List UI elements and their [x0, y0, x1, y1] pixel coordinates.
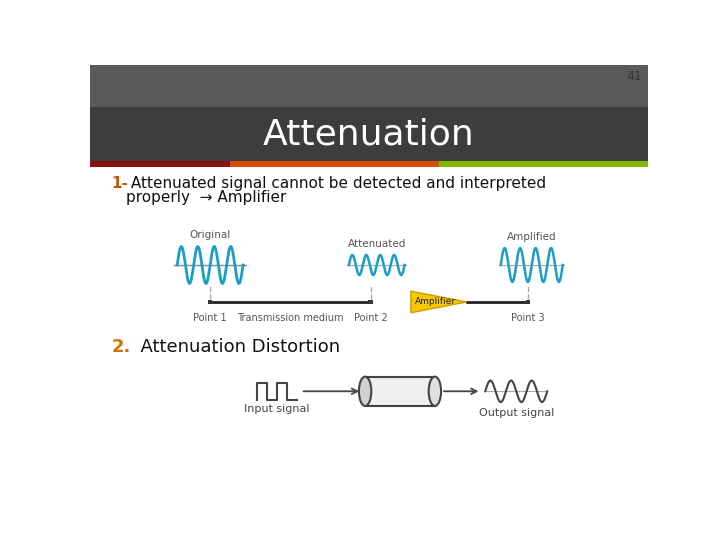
Text: Point 1: Point 1 — [193, 313, 227, 323]
Text: Amplified: Amplified — [507, 232, 557, 242]
Text: Point 3: Point 3 — [511, 313, 545, 323]
Text: Original: Original — [189, 231, 230, 240]
Text: Transmission medium: Transmission medium — [237, 313, 343, 323]
Bar — [208, 300, 212, 304]
Bar — [365, 377, 435, 406]
Text: Attenuated: Attenuated — [348, 239, 406, 249]
Bar — [90, 65, 648, 107]
Polygon shape — [411, 291, 467, 313]
Text: 1-: 1- — [112, 177, 129, 192]
Text: Attenuation: Attenuation — [263, 117, 475, 151]
Bar — [90, 161, 230, 167]
Bar — [230, 161, 438, 167]
Text: Output signal: Output signal — [479, 408, 554, 418]
Bar — [368, 300, 373, 304]
Text: properly  → Amplifier: properly → Amplifier — [126, 190, 286, 205]
Text: 41: 41 — [626, 70, 642, 83]
Bar — [526, 300, 530, 304]
Text: Attenuated signal cannot be detected and interpreted: Attenuated signal cannot be detected and… — [126, 177, 546, 192]
Bar — [90, 107, 648, 161]
Text: Attenuation Distortion: Attenuation Distortion — [129, 338, 340, 356]
Text: Amplifier: Amplifier — [415, 298, 456, 307]
Text: Point 2: Point 2 — [354, 313, 387, 323]
Text: Input signal: Input signal — [244, 404, 310, 414]
Text: 2.: 2. — [112, 338, 131, 356]
Ellipse shape — [359, 377, 372, 406]
Bar — [438, 161, 648, 167]
Ellipse shape — [428, 377, 441, 406]
